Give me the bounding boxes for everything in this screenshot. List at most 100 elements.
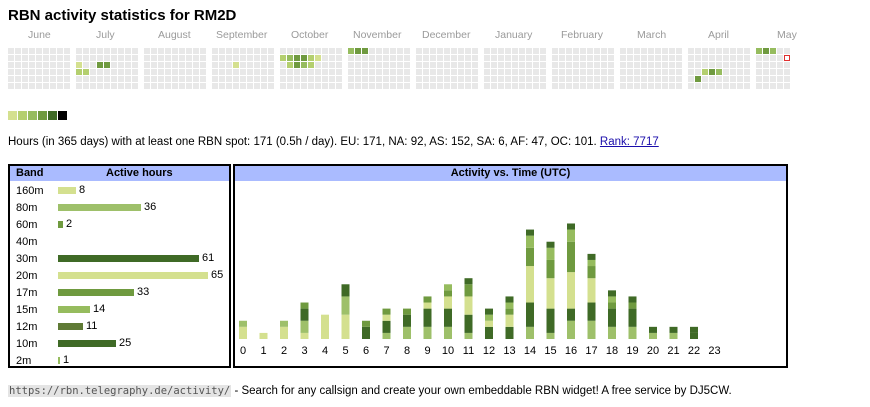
heatmap-cell[interactable] (212, 48, 218, 54)
heatmap-cell[interactable] (172, 69, 178, 75)
heatmap-cell[interactable] (505, 76, 511, 82)
heatmap-cell[interactable] (580, 55, 586, 61)
heatmap-cell[interactable] (451, 76, 457, 82)
heatmap-cell[interactable] (254, 48, 260, 54)
heatmap-cell[interactable] (688, 69, 694, 75)
heatmap-cell[interactable] (784, 55, 790, 61)
heatmap-cell[interactable] (64, 55, 70, 61)
heatmap-cell[interactable] (369, 76, 375, 82)
heatmap-cell[interactable] (200, 76, 206, 82)
heatmap-cell[interactable] (676, 55, 682, 61)
heatmap-cell[interactable] (90, 55, 96, 61)
heatmap-cell[interactable] (111, 48, 117, 54)
heatmap-cell[interactable] (648, 76, 654, 82)
heatmap-cell[interactable] (465, 69, 471, 75)
heatmap-cell[interactable] (777, 83, 783, 89)
heatmap-cell[interactable] (390, 83, 396, 89)
heatmap-cell[interactable] (348, 55, 354, 61)
heatmap-cell[interactable] (132, 76, 138, 82)
heatmap-cell[interactable] (301, 69, 307, 75)
heatmap-cell[interactable] (423, 76, 429, 82)
heatmap-cell[interactable] (770, 62, 776, 68)
heatmap-cell[interactable] (186, 55, 192, 61)
heatmap-cell[interactable] (144, 83, 150, 89)
heatmap-cell[interactable] (390, 76, 396, 82)
heatmap-cell[interactable] (519, 76, 525, 82)
heatmap-cell[interactable] (552, 76, 558, 82)
heatmap-cell[interactable] (355, 83, 361, 89)
heatmap-cell[interactable] (104, 55, 110, 61)
heatmap-cell[interactable] (90, 62, 96, 68)
heatmap-cell[interactable] (179, 76, 185, 82)
heatmap-cell[interactable] (29, 69, 35, 75)
heatmap-cell[interactable] (179, 48, 185, 54)
heatmap-cell[interactable] (608, 48, 614, 54)
heatmap-cell[interactable] (519, 55, 525, 61)
heatmap-cell[interactable] (50, 62, 56, 68)
heatmap-cell[interactable] (540, 55, 546, 61)
heatmap-cell[interactable] (601, 76, 607, 82)
heatmap-cell[interactable] (662, 83, 668, 89)
heatmap-cell[interactable] (587, 62, 593, 68)
heatmap-cell[interactable] (254, 76, 260, 82)
heatmap-cell[interactable] (533, 69, 539, 75)
heatmap-cell[interactable] (669, 69, 675, 75)
heatmap-cell[interactable] (430, 69, 436, 75)
heatmap-cell[interactable] (287, 83, 293, 89)
heatmap-cell[interactable] (512, 76, 518, 82)
heatmap-cell[interactable] (233, 69, 239, 75)
heatmap-cell[interactable] (144, 76, 150, 82)
heatmap-cell[interactable] (376, 62, 382, 68)
heatmap-cell[interactable] (669, 83, 675, 89)
heatmap-cell[interactable] (193, 62, 199, 68)
heatmap-cell[interactable] (390, 62, 396, 68)
heatmap-cell[interactable] (526, 48, 532, 54)
heatmap-cell[interactable] (552, 83, 558, 89)
heatmap-cell[interactable] (144, 69, 150, 75)
heatmap-cell[interactable] (505, 69, 511, 75)
heatmap-cell[interactable] (676, 62, 682, 68)
heatmap-cell[interactable] (655, 76, 661, 82)
heatmap-cell[interactable] (655, 69, 661, 75)
heatmap-cell[interactable] (437, 76, 443, 82)
heatmap-cell[interactable] (76, 76, 82, 82)
heatmap-cell[interactable] (15, 48, 21, 54)
heatmap-cell[interactable] (383, 48, 389, 54)
heatmap-cell[interactable] (118, 62, 124, 68)
heatmap-cell[interactable] (730, 55, 736, 61)
heatmap-cell[interactable] (329, 55, 335, 61)
heatmap-cell[interactable] (158, 69, 164, 75)
heatmap-cell[interactable] (552, 48, 558, 54)
heatmap-cell[interactable] (254, 62, 260, 68)
heatmap-cell[interactable] (655, 83, 661, 89)
heatmap-cell[interactable] (144, 55, 150, 61)
heatmap-cell[interactable] (22, 76, 28, 82)
heatmap-cell[interactable] (601, 69, 607, 75)
heatmap-cell[interactable] (76, 55, 82, 61)
heatmap-cell[interactable] (240, 55, 246, 61)
heatmap-cell[interactable] (397, 48, 403, 54)
heatmap-cell[interactable] (193, 48, 199, 54)
heatmap-cell[interactable] (390, 69, 396, 75)
heatmap-cell[interactable] (723, 62, 729, 68)
heatmap-cell[interactable] (57, 62, 63, 68)
heatmap-cell[interactable] (416, 48, 422, 54)
heatmap-cell[interactable] (233, 48, 239, 54)
heatmap-cell[interactable] (404, 83, 410, 89)
heatmap-cell[interactable] (329, 76, 335, 82)
heatmap-cell[interactable] (22, 83, 28, 89)
heatmap-cell[interactable] (151, 69, 157, 75)
heatmap-cell[interactable] (655, 48, 661, 54)
heatmap-cell[interactable] (416, 76, 422, 82)
heatmap-cell[interactable] (437, 69, 443, 75)
heatmap-cell[interactable] (416, 62, 422, 68)
heatmap-cell[interactable] (165, 69, 171, 75)
heatmap-cell[interactable] (430, 48, 436, 54)
heatmap-cell[interactable] (702, 83, 708, 89)
heatmap-cell[interactable] (294, 55, 300, 61)
heatmap-cell[interactable] (669, 76, 675, 82)
heatmap-cell[interactable] (662, 48, 668, 54)
heatmap-cell[interactable] (423, 48, 429, 54)
heatmap-cell[interactable] (43, 83, 49, 89)
heatmap-cell[interactable] (118, 48, 124, 54)
